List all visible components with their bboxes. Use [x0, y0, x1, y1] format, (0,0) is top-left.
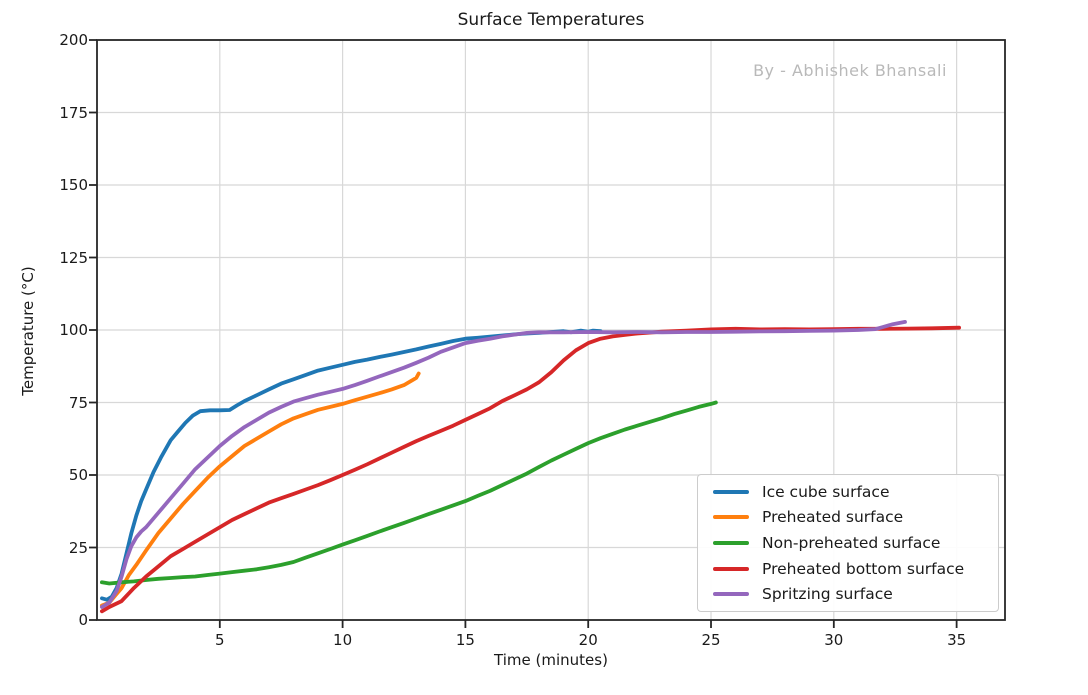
tick-marks	[89, 39, 958, 628]
series-preheated-surface	[100, 371, 421, 608]
y-tick-label: 25	[68, 538, 88, 557]
legend-swatch-icon	[713, 540, 749, 545]
series-ice-cube-surface	[100, 328, 603, 602]
series-preheated-bottom-surface	[100, 325, 961, 614]
legend-item: Preheated surface	[698, 505, 998, 529]
plot-border	[96, 39, 1006, 621]
chart-title: Surface Temperatures	[457, 10, 645, 30]
x-tick-label: 5	[215, 631, 225, 649]
legend-swatch-icon	[713, 566, 749, 571]
legend-item: Preheated bottom surface	[698, 557, 998, 581]
legend-swatch-icon	[713, 592, 749, 597]
x-tick-label: 25	[701, 631, 721, 649]
legend-label: Non-preheated surface	[762, 533, 941, 552]
series-spritzing-surface	[100, 319, 907, 609]
x-tick-label: 30	[824, 631, 844, 649]
y-tick-label: 150	[59, 176, 88, 194]
y-tick-label: 50	[68, 466, 88, 484]
y-tick-label: 200	[59, 31, 88, 49]
x-axis-label: Time (minutes)	[494, 651, 608, 669]
legend: Ice cube surface Preheated surface Non-pre…	[697, 474, 999, 612]
y-tick-label: 100	[59, 321, 88, 339]
legend-swatch-icon	[713, 489, 749, 494]
x-tick-label: 20	[578, 631, 598, 649]
x-tick-label: 15	[455, 631, 475, 649]
y-tick-label: 125	[59, 248, 88, 267]
legend-label: Ice cube surface	[762, 482, 890, 501]
legend-swatch-icon	[713, 515, 749, 520]
legend-label: Preheated surface	[762, 508, 904, 527]
series-non-preheated-surface	[100, 400, 718, 586]
watermark-text: By - Abhishek Bhansali	[753, 61, 947, 80]
legend-item: Non-preheated surface	[698, 531, 998, 555]
legend-label: Spritzing surface	[762, 585, 893, 604]
x-tick-label: 10	[333, 631, 353, 649]
legend-item: Ice cube surface	[698, 480, 998, 504]
y-tick-label: 0	[78, 611, 88, 629]
x-tick-label: 35	[947, 631, 967, 649]
y-axis-label: Temperature (°C)	[19, 266, 37, 396]
y-tick-label: 175	[59, 103, 88, 122]
legend-item: Spritzing surface	[698, 582, 998, 606]
y-tick-label: 75	[68, 393, 88, 412]
legend-label: Preheated bottom surface	[762, 559, 965, 578]
